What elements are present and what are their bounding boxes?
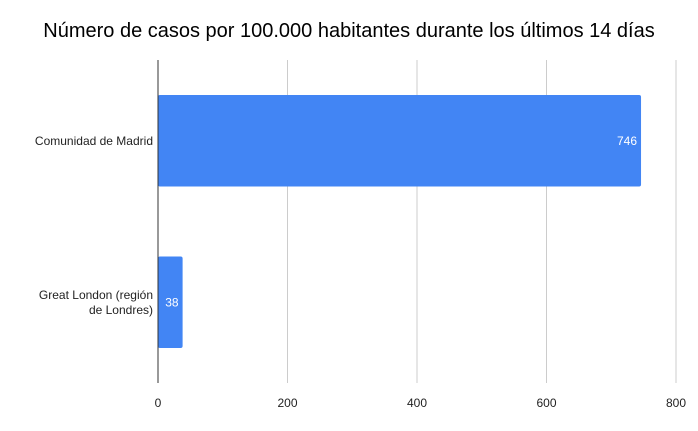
x-tick-label: 600: [536, 396, 556, 410]
bar: [158, 95, 642, 187]
x-tick-label: 800: [666, 396, 686, 410]
chart-title: Número de casos por 100.000 habitantes d…: [43, 20, 655, 42]
x-tick-label: 200: [277, 396, 297, 410]
category-label: Great London (región: [39, 288, 153, 302]
category-label: de Londres): [89, 303, 153, 317]
bar: [158, 256, 183, 348]
bars: [158, 95, 642, 348]
data-label: 746: [617, 134, 637, 148]
x-tick-label: 400: [407, 396, 427, 410]
category-label: Comunidad de Madrid: [35, 134, 153, 148]
data-label: 38: [165, 295, 179, 309]
x-tick-label: 0: [155, 396, 162, 410]
labels: 0 200 400 600 800 746 Comunidad de Madrid 38 Gre…: [35, 134, 686, 410]
